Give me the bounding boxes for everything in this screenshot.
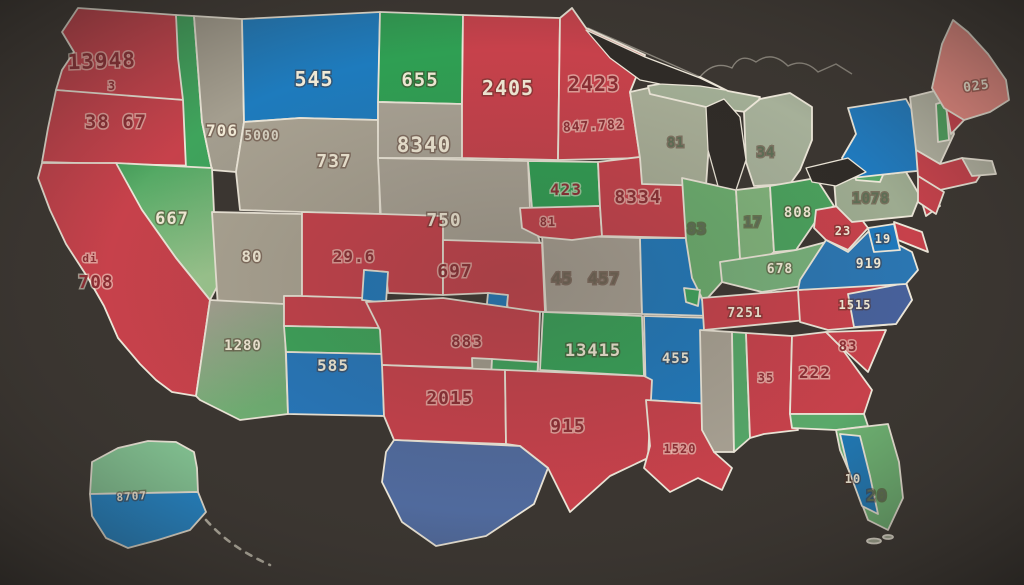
state-michigan[interactable] [743,92,813,187]
state-value-label-pennsylvania: 1078 [852,191,890,207]
state-value-label-west-virginia: 23 [835,224,851,238]
state-value-label-south-dakota: 8340 [397,133,452,157]
state-value-label-illinois: 83 [687,220,707,238]
state-value-label-florida: 20 [866,486,887,505]
state-value-label-minnesota: 2423 [568,72,620,96]
state-value-label-green-plain: 13415 [565,341,621,361]
state-value-label-alaska-south: 8707 [116,489,147,504]
state-value-label-maryland-blue: 19 [875,232,891,246]
state-value-label-kentucky: 678 [767,262,793,277]
state-value-label-louisiana: 1520 [664,442,697,456]
aleutian-island-chain [204,518,272,567]
state-value-label-wyoming: 5000 [244,129,279,144]
state-value-label-alabama: 35 [758,371,774,385]
state-value-label-tennessee: 7251 [727,306,762,321]
state-value-label-wyoming: 737 [316,151,352,172]
state-florida-keys[interactable] [866,537,882,545]
state-value-label-washington: 13948 [67,48,136,74]
state-value-label-michigan: 34 [757,145,776,161]
state-value-label-florida-blue: 10 [845,472,861,486]
state-value-label-nevada: 667 [155,209,189,229]
state-value-label-kansas: 697 [437,261,473,282]
state-value-label-iowa-strip: 81 [540,215,556,229]
state-value-label-central-plain: 457 [588,269,620,288]
state-value-label-idaho: 706 [206,121,238,140]
state-value-label-colorado: 29.6 [333,247,376,266]
state-blue-patch-west[interactable] [361,269,389,304]
state-value-label-wisconsin: 81 [667,136,685,151]
state-value-label-north-carolina: 1515 [839,298,872,312]
state-value-label-nebraska: 750 [426,210,462,231]
state-value-label-central-plain: 45 [551,269,572,288]
state-texas-south[interactable] [381,439,549,547]
state-arizona[interactable] [195,299,289,421]
state-value-label-north-dakota: 655 [401,69,438,91]
state-value-label-california: di [82,252,97,265]
lake-michigan [705,98,747,191]
state-alaska-south[interactable] [89,491,207,549]
state-mississippi[interactable] [699,329,735,453]
state-value-label-washington: 3 [108,79,116,93]
state-value-label-montana: 545 [294,67,333,91]
state-value-label-iowa: 8334 [614,187,661,208]
state-maine[interactable] [931,19,1010,121]
state-alaska-north[interactable] [89,440,199,495]
state-florida-keys[interactable] [882,534,894,540]
state-new-mexico-mid[interactable] [283,325,383,355]
state-value-label-ohio: 808 [784,205,812,221]
state-value-label-minnesota-west: 2405 [482,76,534,100]
state-value-label-new-mexico-south: 585 [317,356,349,375]
state-value-label-iowa-west: 423 [550,180,582,199]
state-value-label-indiana: 17 [744,215,763,231]
state-value-label-oregon: 38 67 [85,111,147,133]
state-value-label-texas-east: 915 [550,416,586,437]
state-value-label-virginia: 919 [856,257,882,272]
state-value-label-georgia: 222 [799,363,831,382]
state-value-label-california: 708 [78,272,114,293]
state-value-label-south-carolina: 83 [839,339,858,355]
state-value-label-texas-west: 2015 [426,388,473,409]
state-value-label-arkansas: 455 [662,351,690,367]
state-value-label-arizona: 1280 [224,338,262,354]
state-value-label-utah: 80 [241,247,262,266]
state-value-label-oklahoma: 883 [451,332,483,351]
